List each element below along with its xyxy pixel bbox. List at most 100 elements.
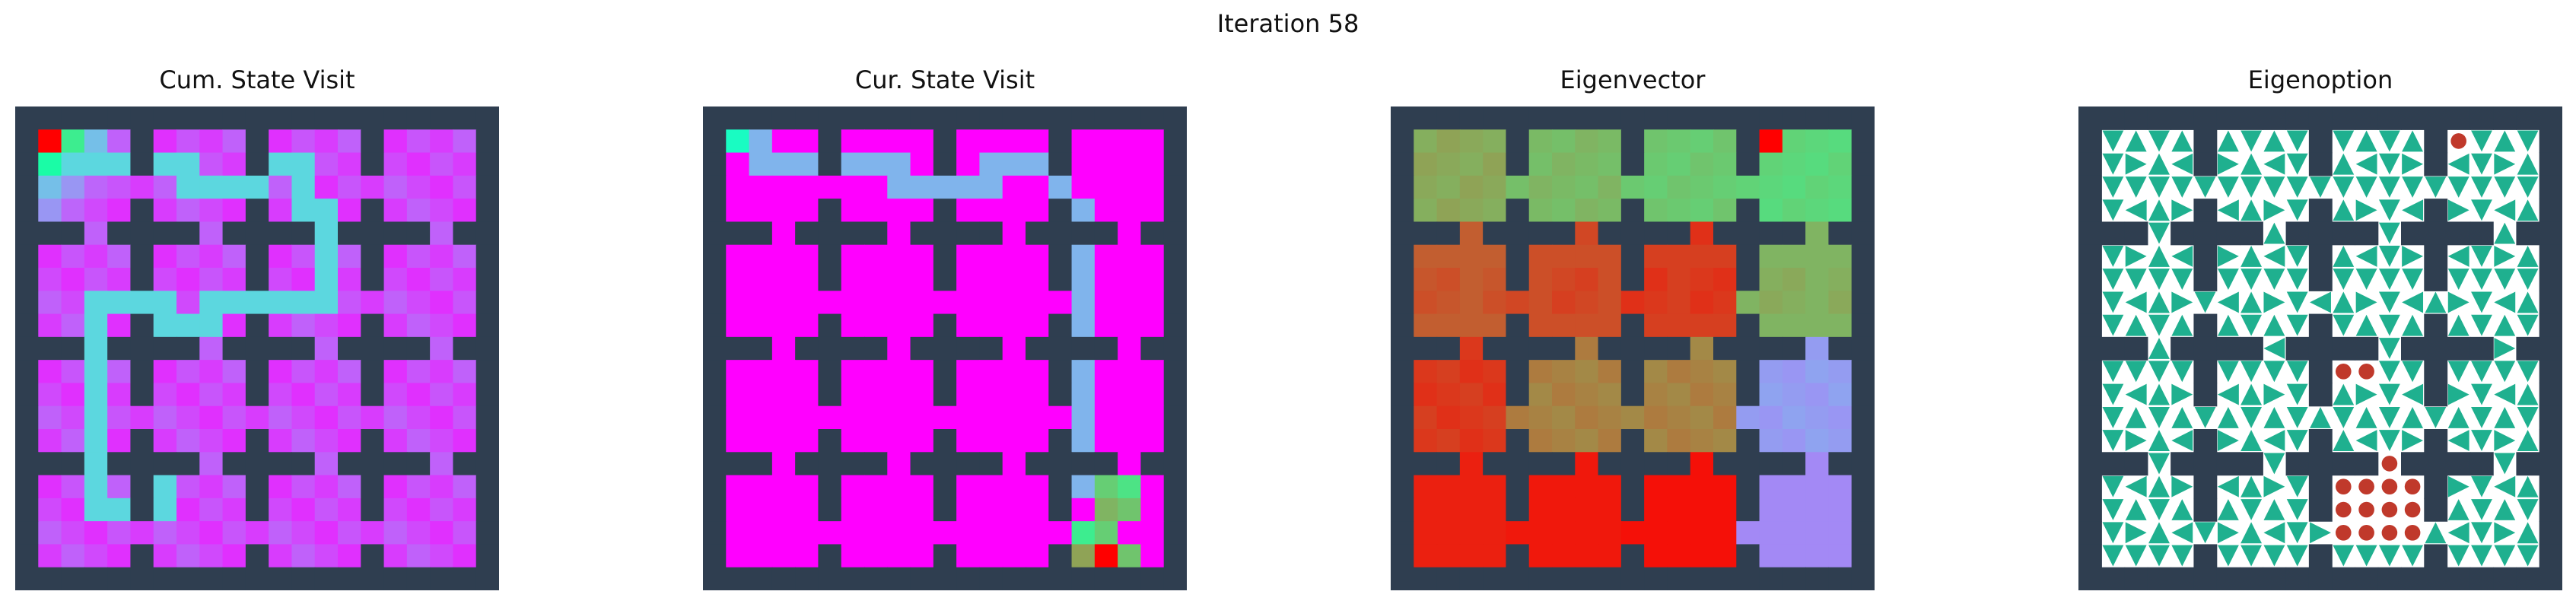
- action-arrow: [2171, 522, 2193, 544]
- heat-cell: [177, 175, 200, 199]
- wall-cell: [15, 521, 39, 545]
- wall-cell: [453, 567, 477, 590]
- action-arrow: [2148, 406, 2170, 428]
- wall-cell: [2401, 336, 2425, 361]
- wall-cell: [1436, 106, 1461, 130]
- wall-cell: [2078, 360, 2102, 384]
- heat-cell: [61, 360, 85, 384]
- heat-cell: [84, 244, 108, 269]
- wall-cell: [864, 336, 888, 361]
- terminate-dot: [2336, 364, 2352, 380]
- wall-cell: [2308, 360, 2333, 384]
- wall-cell: [2469, 106, 2494, 130]
- wall-cell: [2308, 244, 2333, 269]
- heat-cell: [199, 383, 224, 407]
- heat-cell: [269, 521, 293, 545]
- heat-cell: [1644, 521, 1668, 545]
- heat-cell: [1071, 475, 1096, 499]
- wall-cell: [269, 336, 293, 361]
- heat-cell: [406, 199, 431, 223]
- quiver-eigenoption: [2078, 106, 2562, 590]
- heat-cell: [956, 291, 981, 315]
- heat-cell: [177, 498, 200, 522]
- wall-cell: [933, 336, 957, 361]
- heat-cell: [84, 268, 108, 291]
- action-arrow: [2102, 475, 2124, 498]
- heat-cell: [1667, 199, 1691, 223]
- action-arrow: [2378, 314, 2400, 336]
- wall-cell: [291, 567, 316, 590]
- heat-cell: [726, 360, 750, 384]
- heat-cell: [1575, 521, 1599, 545]
- action-arrow: [2102, 430, 2124, 452]
- wall-cell: [475, 291, 499, 315]
- action-arrow: [2333, 314, 2355, 336]
- heat-cell: [153, 313, 177, 338]
- heat-cell: [1575, 336, 1599, 361]
- wall-cell: [61, 106, 85, 130]
- heat-cell: [1805, 383, 1830, 407]
- action-arrow: [2171, 430, 2193, 452]
- wall-cell: [2171, 567, 2195, 590]
- wall-cell: [1391, 498, 1414, 522]
- wall-cell: [979, 567, 1003, 590]
- wall-cell: [1598, 567, 1622, 590]
- heat-cell: [1552, 360, 1576, 384]
- wall-cell: [153, 567, 177, 590]
- wall-cell: [2424, 244, 2448, 269]
- heat-cell: [841, 498, 865, 522]
- heat-cell: [314, 268, 339, 291]
- wall-cell: [2193, 313, 2218, 338]
- heat-cell: [1483, 405, 1507, 430]
- heat-cell: [1552, 498, 1576, 522]
- heat-cell: [61, 244, 85, 269]
- heat-cell: [107, 405, 132, 430]
- heat-cell: [956, 268, 981, 291]
- heat-cell: [1048, 521, 1073, 545]
- heat-cell: [453, 313, 477, 338]
- wall-cell: [2539, 199, 2562, 223]
- wall-cell: [1483, 336, 1507, 361]
- heat-cell: [153, 129, 177, 154]
- action-arrow: [2148, 453, 2170, 475]
- heat-cell: [1528, 152, 1553, 176]
- heat-cell: [1690, 313, 1714, 338]
- heat-cell: [910, 544, 934, 568]
- heat-cell: [1644, 429, 1668, 453]
- wall-cell: [406, 336, 431, 361]
- wall-cell: [1483, 106, 1507, 130]
- wall-cell: [2240, 567, 2263, 590]
- wall-cell: [245, 452, 269, 476]
- action-arrow: [2517, 130, 2539, 152]
- wall-cell: [1391, 383, 1414, 407]
- heat-cell: [1002, 405, 1026, 430]
- heat-cell: [430, 313, 454, 338]
- wall-cell: [177, 567, 200, 590]
- wall-cell: [1391, 521, 1414, 545]
- heat-cell: [406, 405, 431, 430]
- heat-cell: [1140, 383, 1165, 407]
- heat-cell: [1644, 383, 1668, 407]
- action-arrow: [2171, 499, 2193, 520]
- heat-cell: [291, 244, 316, 269]
- heat-cell: [1598, 175, 1622, 199]
- heat-cell: [1140, 244, 1165, 269]
- wall-cell: [2124, 106, 2148, 130]
- heat-cell: [1828, 405, 1852, 430]
- action-arrow: [2217, 430, 2239, 452]
- wall-cell: [1414, 452, 1438, 476]
- action-arrow: [2471, 176, 2492, 198]
- heat-cell: [61, 152, 85, 176]
- heat-cell: [177, 521, 200, 545]
- heat-cell: [1094, 199, 1118, 223]
- wall-cell: [1828, 336, 1852, 361]
- heat-cell: [1782, 383, 1806, 407]
- heat-cell: [1002, 221, 1026, 246]
- heat-cell: [1690, 199, 1714, 223]
- wall-cell: [1163, 544, 1187, 568]
- heat-cell: [199, 452, 224, 476]
- heat-cell: [1805, 244, 1830, 269]
- wall-cell: [15, 152, 39, 176]
- wall-cell: [2308, 383, 2333, 407]
- heat-cell: [979, 475, 1003, 499]
